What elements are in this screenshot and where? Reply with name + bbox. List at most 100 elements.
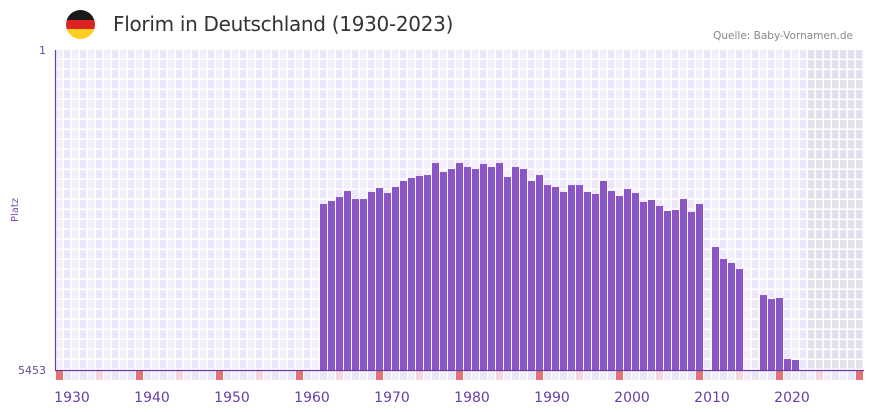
grid-cell [96, 60, 103, 69]
grid-cell [808, 350, 815, 359]
bar-2012[interactable] [728, 263, 735, 370]
grid-cell [152, 150, 159, 159]
grid-cell [816, 110, 823, 119]
grid-cell [256, 60, 263, 69]
grid-cell [448, 90, 455, 99]
grid-cell [288, 260, 295, 269]
bar-2005[interactable] [672, 210, 679, 370]
bar-1998[interactable] [616, 196, 623, 370]
bar-1977[interactable] [448, 169, 455, 370]
bar-2016[interactable] [760, 295, 767, 370]
year-marker [168, 371, 175, 380]
bar-1985[interactable] [512, 167, 519, 370]
bar-1992[interactable] [568, 185, 575, 370]
grid-cell [264, 80, 271, 89]
grid-cell [776, 280, 783, 289]
grid-cell [448, 60, 455, 69]
bar-1974[interactable] [424, 175, 431, 370]
bar-1987[interactable] [528, 181, 535, 370]
grid-cell [760, 230, 767, 239]
bar-1996[interactable] [600, 181, 607, 370]
bar-2013[interactable] [736, 269, 743, 370]
bar-1988[interactable] [536, 175, 543, 370]
source-link[interactable]: Quelle: Baby-Vornamen.de [713, 30, 853, 42]
bar-2017[interactable] [768, 299, 775, 370]
bar-1975[interactable] [432, 163, 439, 370]
bar-1972[interactable] [408, 178, 415, 370]
bar-1989[interactable] [544, 185, 551, 370]
bar-1978[interactable] [456, 163, 463, 370]
bar-1997[interactable] [608, 191, 615, 370]
grid-cell [352, 150, 359, 159]
bar-2008[interactable] [696, 204, 703, 370]
bar-2007[interactable] [688, 211, 695, 370]
grid-cell [144, 300, 151, 309]
grid-cell [408, 50, 415, 59]
grid-cell [536, 170, 543, 179]
bar-1983[interactable] [496, 163, 503, 370]
year-marker [184, 371, 191, 380]
bar-2001[interactable] [640, 202, 647, 370]
bar-1982[interactable] [488, 167, 495, 370]
bar-2019[interactable] [784, 359, 791, 370]
bar-1994[interactable] [584, 192, 591, 370]
bar-2018[interactable] [776, 298, 783, 370]
grid-cell [96, 100, 103, 109]
grid-cell [664, 60, 671, 69]
grid-cell [792, 300, 799, 309]
bar-2004[interactable] [664, 210, 671, 370]
grid-cell [496, 60, 503, 69]
bar-1995[interactable] [592, 194, 599, 370]
grid-cell [64, 210, 71, 219]
bar-1986[interactable] [520, 169, 527, 370]
grid-cell [624, 160, 631, 169]
bar-2006[interactable] [680, 199, 687, 370]
grid-cell [64, 130, 71, 139]
grid-cell [744, 180, 751, 189]
bar-1979[interactable] [464, 167, 471, 370]
grid-cell [704, 310, 711, 319]
grid-cell [584, 130, 591, 139]
bar-1973[interactable] [416, 176, 423, 370]
bar-1963[interactable] [336, 197, 343, 370]
bar-1971[interactable] [400, 181, 407, 370]
bar-1968[interactable] [376, 188, 383, 370]
bar-2000[interactable] [632, 193, 639, 370]
bar-1967[interactable] [368, 192, 375, 370]
bar-1991[interactable] [560, 192, 567, 370]
bar-1993[interactable] [576, 185, 583, 370]
bar-2002[interactable] [648, 200, 655, 370]
bar-1969[interactable] [384, 193, 391, 370]
bar-1964[interactable] [344, 191, 351, 370]
grid-cell [648, 190, 655, 199]
grid-cell [88, 80, 95, 89]
grid-cell [696, 120, 703, 129]
grid-cell [72, 100, 79, 109]
bar-1961[interactable] [320, 204, 327, 370]
bar-2010[interactable] [712, 247, 719, 370]
year-marker [712, 371, 719, 380]
bar-1990[interactable] [552, 187, 559, 370]
bar-1981[interactable] [480, 164, 487, 370]
bar-2003[interactable] [656, 206, 663, 370]
bar-1999[interactable] [624, 189, 631, 370]
year-marker [720, 371, 727, 380]
grid-cell [552, 140, 559, 149]
bar-1976[interactable] [440, 172, 447, 370]
bar-1980[interactable] [472, 169, 479, 370]
bar-1965[interactable] [352, 199, 359, 370]
grid-cell [72, 280, 79, 289]
bar-1966[interactable] [360, 199, 367, 370]
grid-cell [304, 160, 311, 169]
bar-1962[interactable] [328, 201, 335, 370]
bar-2020[interactable] [792, 360, 799, 370]
grid-cell [104, 60, 111, 69]
grid-cell [168, 80, 175, 89]
grid-cell [232, 290, 239, 299]
bar-1970[interactable] [392, 187, 399, 370]
grid-cell [248, 270, 255, 279]
grid-cell [240, 110, 247, 119]
bar-1984[interactable] [504, 177, 511, 370]
grid-cell [416, 60, 423, 69]
bar-2011[interactable] [720, 259, 727, 370]
